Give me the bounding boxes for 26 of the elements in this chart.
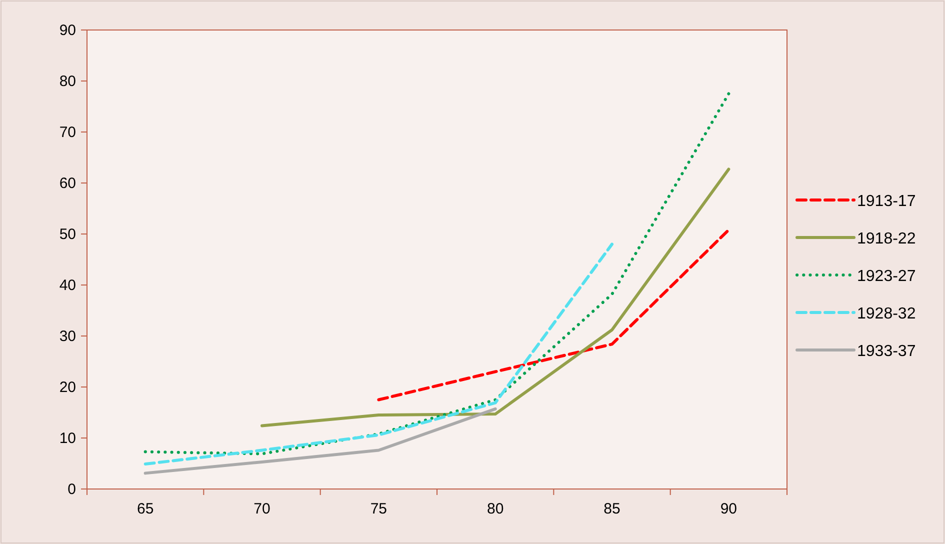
legend-label: 1923-27: [857, 268, 916, 285]
x-tick-label: 85: [604, 500, 620, 518]
line-series: [144, 92, 730, 456]
y-tick-label: 30: [59, 328, 76, 345]
x-tick-label: 65: [136, 500, 154, 518]
line-series: [144, 242, 614, 466]
y-tick-label: 70: [59, 124, 76, 141]
legend-label: 1933-37: [857, 343, 916, 360]
y-tick-label: 80: [59, 72, 76, 90]
y-tick-label: 20: [59, 378, 76, 396]
y-tick-label: 60: [59, 174, 76, 192]
legend-label: 1928-32: [857, 306, 916, 322]
legend-label: 1918-22: [857, 230, 916, 248]
y-tick-label: 10: [59, 430, 76, 447]
y-tick-label: 50: [59, 226, 76, 243]
y-tick-label: 90: [59, 22, 76, 39]
x-tick-label: 75: [370, 500, 388, 518]
line-series: [377, 228, 730, 402]
x-tick-label: 90: [720, 500, 738, 518]
x-tick-label: 80: [486, 500, 504, 518]
line-series: [144, 407, 497, 475]
y-tick-label: 0: [68, 480, 76, 498]
line-series: [260, 168, 730, 428]
x-tick-label: 70: [254, 500, 270, 518]
y-tick-label: 40: [59, 276, 76, 294]
legend-label: 1913-17: [857, 193, 916, 210]
